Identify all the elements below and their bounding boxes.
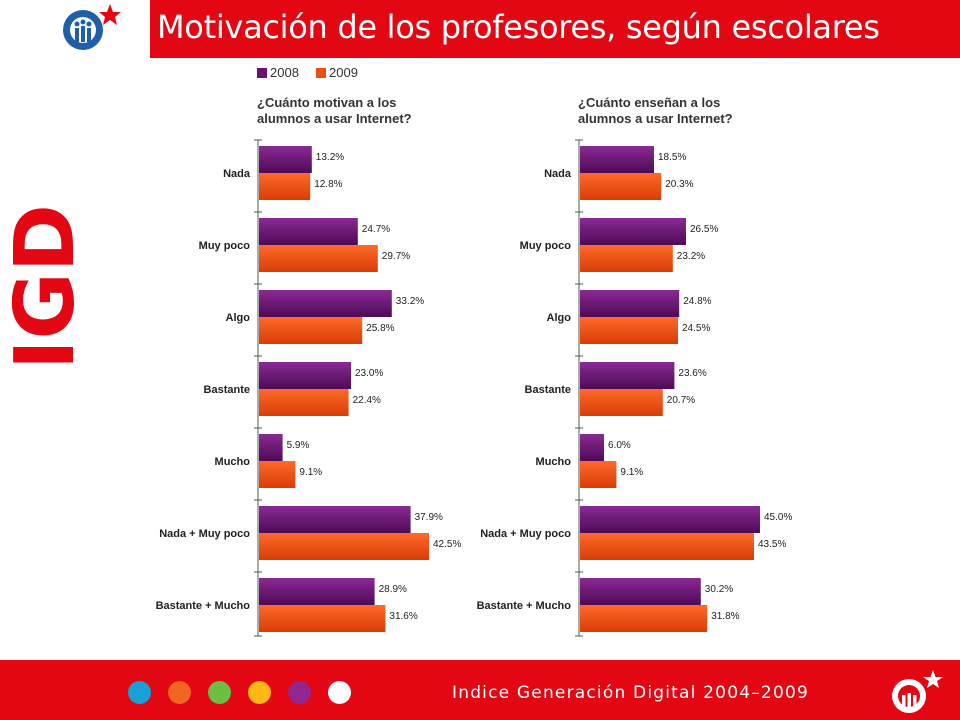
footer-logo-icon — [892, 670, 943, 713]
footer-dot-white — [328, 681, 351, 704]
footer-dot-orange — [168, 681, 191, 704]
data-label: 20.3% — [665, 179, 693, 190]
legend-label-2008: 2008 — [270, 65, 299, 80]
data-label: 20.7% — [667, 395, 695, 406]
footer-text: Indice Generación Digital 2004–2009 — [452, 683, 809, 703]
data-label: 42.5% — [433, 539, 461, 550]
bar-2009 — [259, 533, 429, 560]
bar-2008 — [259, 362, 351, 389]
data-label: 31.8% — [711, 611, 739, 622]
category-label: Bastante + Mucho — [477, 600, 572, 612]
footer-bar — [0, 660, 960, 720]
chart-title-line: ¿Cuánto motivan a los — [257, 95, 396, 110]
data-label: 24.8% — [683, 296, 711, 307]
footer-dot-green — [208, 681, 231, 704]
data-label: 31.6% — [389, 611, 417, 622]
svg-text:IGD: IGD — [5, 204, 85, 370]
data-label: 25.8% — [366, 323, 394, 334]
category-label: Bastante + Mucho — [156, 600, 251, 612]
data-label: 45.0% — [764, 512, 792, 523]
category-label: Mucho — [536, 456, 572, 468]
category-label: Muy poco — [199, 240, 251, 252]
igd-vertical-brand: IGD — [5, 204, 85, 370]
data-label: 33.2% — [396, 296, 424, 307]
data-label: 24.5% — [682, 323, 710, 334]
footer-dot-yellow — [248, 681, 271, 704]
bar-2009 — [259, 173, 311, 200]
category-label: Algo — [226, 312, 251, 324]
bar-2008 — [580, 578, 701, 605]
bar-2008 — [259, 290, 392, 317]
chart-title-line: alumnos a usar Internet? — [257, 111, 412, 126]
category-label: Nada + Muy poco — [159, 528, 250, 540]
data-label: 28.9% — [379, 584, 407, 595]
data-label: 22.4% — [353, 395, 381, 406]
bar-2008 — [259, 506, 411, 533]
data-label: 5.9% — [287, 440, 310, 451]
category-label: Muy poco — [520, 240, 572, 252]
data-label: 13.2% — [316, 152, 344, 163]
data-label: 26.5% — [690, 224, 718, 235]
legend-swatch-2009 — [316, 67, 326, 78]
bar-2009 — [580, 605, 708, 632]
data-label: 18.5% — [658, 152, 686, 163]
bar-2009 — [580, 461, 617, 488]
category-label: Bastante — [525, 384, 571, 396]
bar-2009 — [259, 605, 386, 632]
data-label: 9.1% — [299, 467, 322, 478]
legend-item-2009: 2009 — [316, 65, 358, 80]
footer-dot-purple — [288, 681, 311, 704]
bar-2008 — [580, 146, 654, 173]
category-label: Nada — [223, 168, 251, 180]
data-label: 12.8% — [314, 179, 342, 190]
data-label: 30.2% — [705, 584, 733, 595]
bar-2008 — [259, 434, 283, 461]
bar-2008 — [580, 218, 686, 245]
bar-2009 — [580, 245, 673, 272]
chart-title-line: alumnos a usar Internet? — [578, 111, 733, 126]
data-label: 23.2% — [677, 251, 705, 262]
category-label: Bastante — [204, 384, 250, 396]
chart-title-line: ¿Cuánto enseñan a los — [578, 95, 720, 110]
category-label: Nada — [544, 168, 572, 180]
data-label: 29.7% — [382, 251, 410, 262]
data-label: 23.6% — [678, 368, 706, 379]
bar-2008 — [259, 578, 375, 605]
bar-2008 — [259, 218, 358, 245]
page-title: Motivación de los profesores, según esco… — [157, 8, 880, 46]
bar-2008 — [580, 362, 675, 389]
bar-2008 — [580, 434, 604, 461]
header-bar — [150, 0, 960, 58]
logo-icon — [63, 4, 121, 50]
legend-label-2009: 2009 — [329, 65, 358, 80]
data-label: 24.7% — [362, 224, 390, 235]
bar-2009 — [259, 245, 378, 272]
bar-2008 — [580, 290, 680, 317]
data-label: 9.1% — [620, 467, 643, 478]
footer-dot-blue — [128, 681, 151, 704]
bar-2009 — [259, 461, 296, 488]
category-label: Nada + Muy poco — [480, 528, 571, 540]
legend-swatch-2008 — [257, 67, 267, 78]
category-label: Algo — [547, 312, 572, 324]
bar-2009 — [580, 173, 662, 200]
data-label: 37.9% — [415, 512, 443, 523]
bar-2009 — [259, 317, 363, 344]
bar-2009 — [580, 389, 663, 416]
bar-2009 — [259, 389, 349, 416]
data-label: 43.5% — [758, 539, 786, 550]
category-label: Mucho — [215, 456, 251, 468]
bar-2008 — [580, 506, 760, 533]
data-label: 6.0% — [608, 440, 631, 451]
data-label: 23.0% — [355, 368, 383, 379]
bar-2008 — [259, 146, 312, 173]
legend-item-2008: 2008 — [257, 65, 299, 80]
bar-2009 — [580, 533, 754, 560]
bar-2009 — [580, 317, 678, 344]
